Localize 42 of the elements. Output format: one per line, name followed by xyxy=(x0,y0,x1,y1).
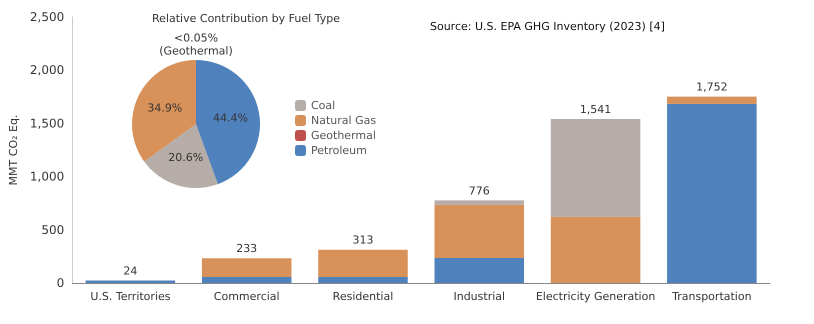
total-label: 1,541 xyxy=(580,103,612,116)
y-tick-label: 0 xyxy=(56,276,64,290)
bar xyxy=(434,204,524,258)
bar xyxy=(667,104,757,283)
x-tick-label: Electricity Generation xyxy=(536,290,656,303)
bar xyxy=(318,250,408,278)
bar xyxy=(434,258,524,283)
y-tick-label: 1,500 xyxy=(30,116,64,130)
y-axis-title: MMT CO₂ Eq. xyxy=(7,114,20,186)
x-tick-label: Commercial xyxy=(214,290,280,303)
x-tick-label: U.S. Territories xyxy=(90,290,171,303)
data-label: 34.9% xyxy=(147,102,182,115)
bar xyxy=(86,280,176,283)
annotation: (Geothermal) xyxy=(159,44,233,58)
bar xyxy=(318,277,408,283)
total-label: 24 xyxy=(123,264,138,278)
y-tick-label: 500 xyxy=(41,222,64,237)
total-label: 776 xyxy=(468,184,490,198)
y-tick-label: 2,500 xyxy=(30,10,64,24)
bar xyxy=(550,119,640,217)
legend-label: Coal xyxy=(311,99,336,112)
total-label: 1,752 xyxy=(696,80,728,94)
y-tick-label: 1,000 xyxy=(30,170,64,184)
legend-label: Geothermal xyxy=(311,129,376,142)
bar xyxy=(434,200,524,205)
legend-label: Natural Gas xyxy=(311,114,376,127)
bar xyxy=(550,216,640,283)
x-tick-label: Residential xyxy=(332,290,394,303)
chart-title: Relative Contribution by Fuel Type xyxy=(152,12,340,25)
data-label: 44.4% xyxy=(212,111,248,124)
total-label: 313 xyxy=(352,234,374,247)
bar xyxy=(667,96,757,104)
data-label: 20.6% xyxy=(168,150,204,164)
x-tick-label: Industrial xyxy=(453,290,506,303)
legend-label: Petroleum xyxy=(311,144,367,157)
bar xyxy=(202,258,292,278)
x-tick-label: Transportation xyxy=(671,290,752,303)
total-label: 233 xyxy=(236,242,258,256)
bar xyxy=(202,277,292,283)
annotation: Source: U.S. EPA GHG Inventory (2023) [4] xyxy=(430,20,665,33)
y-tick-label: 2,000 xyxy=(30,63,64,78)
data-label: <0.05% xyxy=(174,32,218,44)
